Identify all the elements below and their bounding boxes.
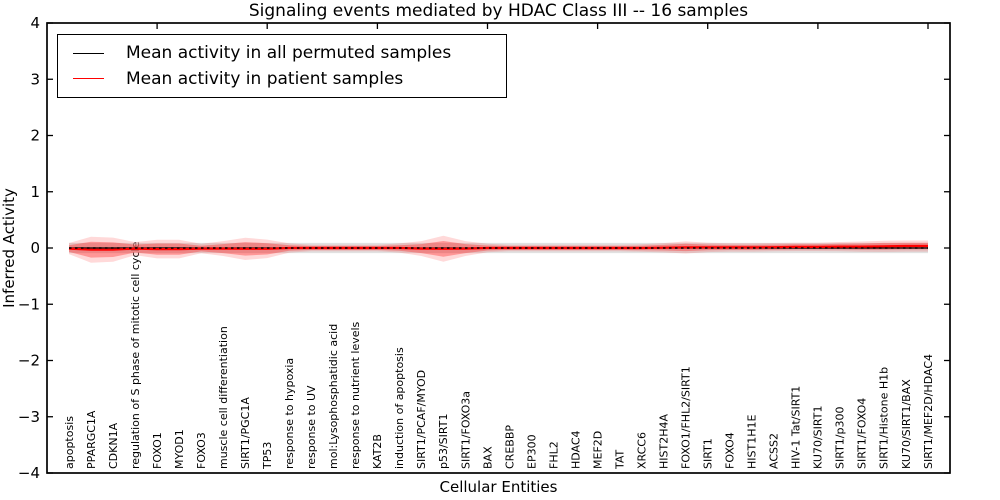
entity-label: SIRT1/PCAF/MYOD <box>415 370 428 469</box>
entity-label: SIRT1/FOXO4 <box>856 398 869 469</box>
entity-label: EP300 <box>525 434 538 469</box>
entity-label: ACSS2 <box>768 433 781 469</box>
entity-label: apoptosis <box>63 416 76 469</box>
y-tick-label: 0 <box>30 239 40 257</box>
entity-label: TP53 <box>261 442 274 470</box>
entity-label: p53/SIRT1 <box>437 414 450 469</box>
y-tick-label: −2 <box>18 352 40 370</box>
entity-label: FHL2 <box>547 441 560 469</box>
entity-label: SIRT1/MEF2D/HDAC4 <box>922 354 935 469</box>
entity-label: FOXO1/FHL2/SIRT1 <box>680 366 693 469</box>
entity-label: TAT <box>613 449 626 470</box>
entity-label: FOXO4 <box>724 432 737 469</box>
x-tick-labels: apoptosis PPARGC1A CDKN1A regulation of S p… <box>63 241 935 470</box>
legend-label-patient: Mean activity in patient samples <box>126 68 404 89</box>
entity-label: CDKN1A <box>107 422 120 469</box>
entity-label: MYOD1 <box>173 429 186 469</box>
legend: Mean activity in all permuted samples Me… <box>57 34 507 98</box>
entity-label: BAX <box>481 446 494 469</box>
permuted-line-sample-icon <box>73 52 104 54</box>
entity-label: XRCC6 <box>636 432 649 469</box>
y-tick-label: −4 <box>18 464 40 482</box>
x-axis-label: Cellular Entities <box>439 478 558 496</box>
patient-mean-line <box>68 244 928 251</box>
entity-label: muscle cell differentiation <box>217 326 230 469</box>
entity-label: KU70/SIRT1/BAX <box>900 379 913 469</box>
entity-label: SIRT1/PGC1A <box>239 397 252 469</box>
entity-label: mol:Lysophosphatidic acid <box>327 324 340 469</box>
y-tick-label: 1 <box>30 183 40 201</box>
y-axis-label: Inferred Activity <box>0 188 18 308</box>
entity-label: HDAC4 <box>569 430 582 469</box>
entity-label: SIRT1/Histone H1b <box>878 367 891 469</box>
entity-label: FOXO1 <box>151 432 164 469</box>
entity-label: PPARGC1A <box>85 410 98 469</box>
entity-label: SIRT1/p300 <box>834 407 847 469</box>
entity-label: KAT2B <box>371 434 384 469</box>
entity-label: KU70/SIRT1 <box>812 406 825 469</box>
legend-entry-permuted: Mean activity in all permuted samples <box>58 43 506 63</box>
y-tick-label: −1 <box>18 295 40 313</box>
entity-label: response to hypoxia <box>283 358 296 469</box>
y-tick-label: 4 <box>30 14 40 32</box>
entity-label: HIV-1 Tat/SIRT1 <box>790 386 803 469</box>
entity-label: response to UV <box>305 385 318 469</box>
entity-label: CREBBP <box>503 425 516 469</box>
top-ticks <box>156 23 929 29</box>
y-axis-ticks: 4 3 2 1 0 −1 −2 −3 −4 <box>18 14 950 482</box>
entity-label: SIRT1/FOXO3a <box>459 391 472 469</box>
entity-label: regulation of S phase of mitotic cell cy… <box>129 241 142 469</box>
legend-entry-patient: Mean activity in patient samples <box>58 69 506 89</box>
patient-band-outer <box>69 235 928 263</box>
legend-label-permuted: Mean activity in all permuted samples <box>126 43 452 64</box>
patient-line-sample-icon <box>73 78 104 80</box>
patient-band-inner <box>69 241 928 258</box>
entity-label: response to nutrient levels <box>349 321 362 469</box>
y-tick-label: 2 <box>30 127 40 145</box>
chart-title: Signaling events mediated by HDAC Class … <box>248 1 749 21</box>
entity-label: HIST1H1E <box>746 415 759 469</box>
entity-label: SIRT1 <box>702 438 715 469</box>
entity-label: FOXO3 <box>195 432 208 469</box>
y-tick-label: −3 <box>18 408 40 426</box>
entity-label: induction of apoptosis <box>393 347 406 469</box>
entity-label: HIST2H4A <box>658 414 671 469</box>
entity-label: MEF2D <box>591 431 604 469</box>
y-tick-label: 3 <box>30 71 40 89</box>
